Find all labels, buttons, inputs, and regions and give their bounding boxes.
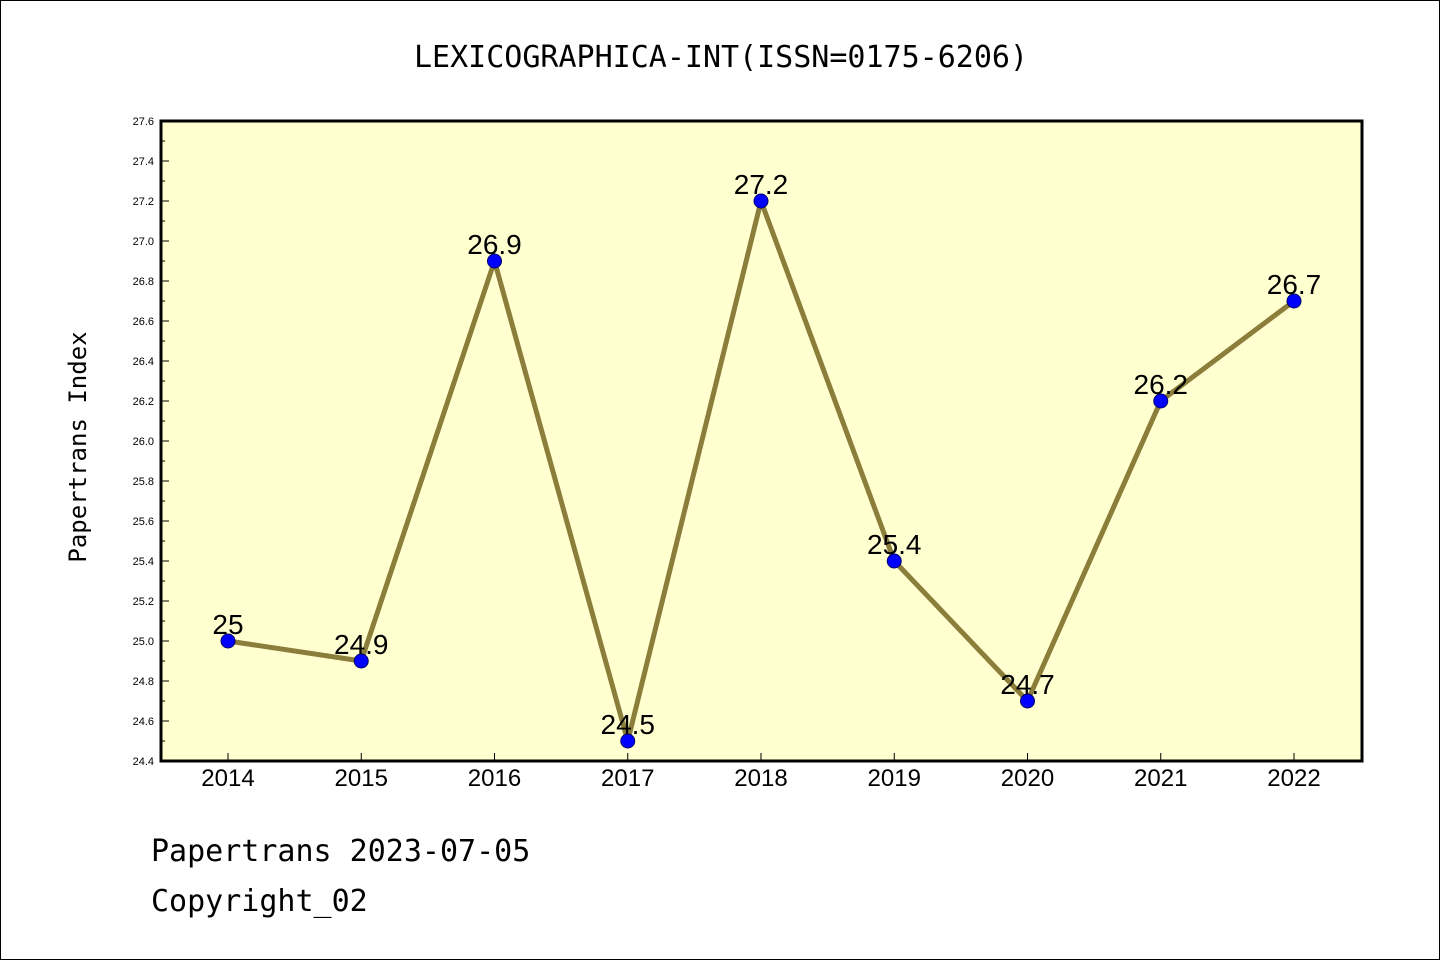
- y-tick-label: 27.6: [133, 116, 154, 128]
- data-point: [1020, 693, 1035, 709]
- y-tick-label: 25.4: [133, 556, 154, 568]
- x-tick-label: 2021: [1134, 765, 1187, 792]
- y-tick-label: 25.6: [133, 516, 154, 528]
- y-tick-label: 24.6: [133, 716, 154, 728]
- data-point: [1286, 293, 1302, 309]
- y-tick-label: 26.2: [133, 396, 154, 408]
- data-label: 26.7: [1267, 269, 1322, 300]
- x-tick-label: 2017: [601, 765, 654, 792]
- data-point: [753, 193, 769, 209]
- x-tick-label: 2015: [335, 765, 388, 792]
- data-point: [487, 253, 502, 269]
- y-tick-label: 26.4: [133, 356, 154, 368]
- data-label: 25: [212, 609, 243, 640]
- axes: 24.4 24.6 24.8 25.0 25.2 25.4 25.6 25.8 26.0 26.2…: [133, 116, 1321, 792]
- y-axis-label: Papertrans Index: [64, 331, 92, 562]
- y-tick-label: 26.0: [133, 436, 154, 448]
- data-label: 25.4: [867, 529, 922, 560]
- data-label: 24.9: [334, 629, 389, 660]
- plot-area: [161, 121, 1362, 761]
- data-points-layer: [220, 193, 1302, 749]
- data-labels-layer: 25 24.9 26.9 24.5 27.2 25.4 24.7 26.2 26.7: [212, 169, 1321, 740]
- data-point: [1153, 393, 1169, 409]
- data-label: 26.2: [1134, 369, 1189, 400]
- x-tick-label: 2020: [1001, 765, 1054, 792]
- y-tick-label: 27.0: [133, 236, 154, 248]
- y-tick-label: 27.4: [133, 156, 154, 168]
- data-point: [353, 653, 369, 669]
- data-label: 24.5: [601, 709, 656, 740]
- y-tick-label: 26.8: [133, 276, 154, 288]
- y-tick-label: 26.6: [133, 316, 154, 328]
- x-tick-label: 2022: [1267, 765, 1320, 792]
- y-tick-label: 24.4: [133, 756, 154, 768]
- x-tick-label: 2016: [468, 765, 521, 792]
- chart-title: LEXICOGRAPHICA-INT(ISSN=0175-6206): [414, 40, 1028, 75]
- y-tick-label: 25.8: [133, 476, 154, 488]
- footer-date-text: Papertrans 2023-07-05: [151, 834, 531, 869]
- data-point: [220, 633, 236, 649]
- y-tick-label: 25.0: [133, 636, 154, 648]
- data-label: 24.7: [1000, 669, 1055, 700]
- y-tick-label: 24.8: [133, 676, 154, 688]
- y-tick-label: 25.2: [133, 596, 154, 608]
- x-tick-label: 2014: [201, 765, 254, 792]
- footer-copyright-text: Copyright_02: [151, 884, 368, 919]
- x-tick-label: 2018: [734, 765, 787, 792]
- data-point: [620, 733, 636, 749]
- x-tick-label: 2019: [868, 765, 921, 792]
- data-point: [886, 553, 902, 569]
- data-label: 27.2: [734, 169, 789, 200]
- data-label: 26.9: [467, 229, 522, 260]
- y-tick-label: 27.2: [133, 196, 154, 208]
- plot-border: [159, 119, 1364, 763]
